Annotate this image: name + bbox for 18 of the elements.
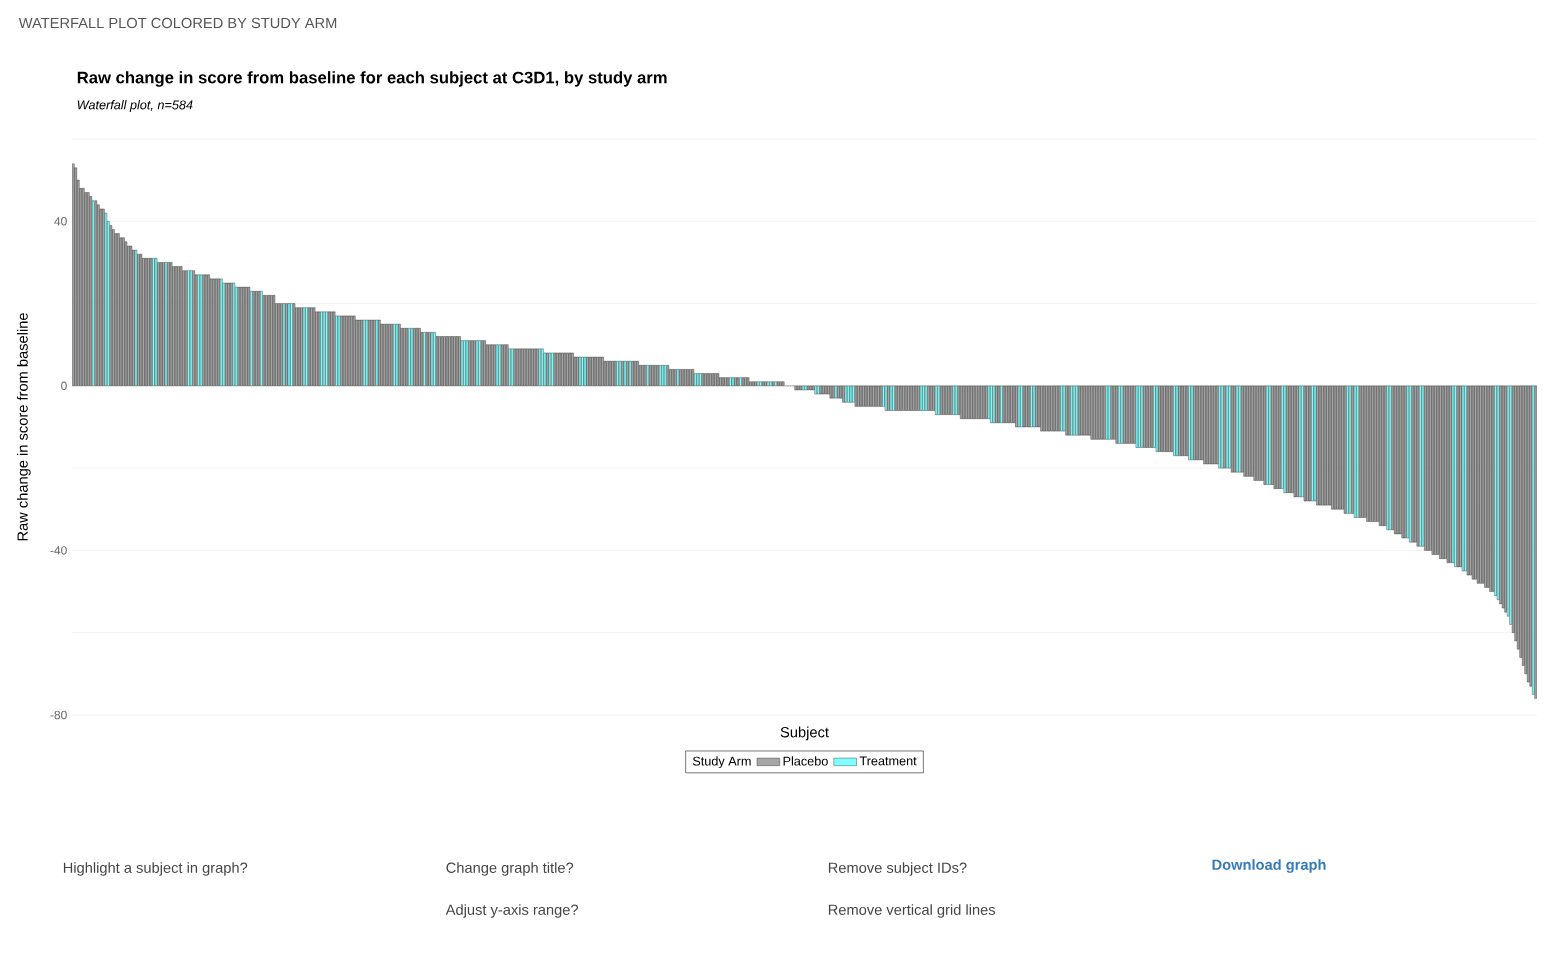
legend-title: Study Arm bbox=[692, 756, 751, 769]
text: Download graph bbox=[1212, 859, 1326, 873]
legend-label: Placebo bbox=[783, 756, 828, 766]
y-tick-label: 0 bbox=[61, 381, 67, 391]
text: Remove subject IDs? bbox=[828, 862, 967, 876]
x-axis-title: Subject bbox=[780, 726, 829, 741]
text: Highlight a subject in graph? bbox=[63, 862, 248, 876]
y-axis-title: Raw change in score from baseline bbox=[17, 313, 31, 541]
y-tick-label: -80 bbox=[50, 710, 67, 720]
y-tick-label: -40 bbox=[50, 546, 67, 555]
text: WATERFALL PLOT COLORED BY STUDY ARM bbox=[18, 17, 337, 29]
legend-label: Treatment bbox=[859, 756, 917, 766]
y-tick-label: 40 bbox=[54, 217, 67, 226]
chart-subtitle: Waterfall plot, n=584 bbox=[77, 100, 193, 112]
text: Adjust y-axis range? bbox=[445, 904, 579, 918]
text: Change graph title? bbox=[446, 862, 574, 876]
text: Remove vertical grid lines bbox=[828, 904, 996, 918]
chart-title: Raw change in score from baseline for each subject at C3D1, by study arm bbox=[77, 71, 667, 87]
